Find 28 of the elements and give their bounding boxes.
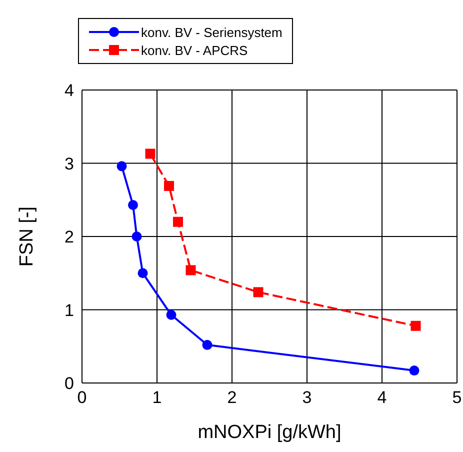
x-axis-title: mNOXPi [g/kWh] bbox=[198, 422, 342, 443]
point bbox=[166, 310, 176, 320]
y-axis-title: FSN [-] bbox=[16, 206, 38, 267]
point bbox=[253, 287, 264, 298]
legend-label: konv. BV - Seriensystem bbox=[141, 24, 282, 40]
point bbox=[186, 265, 196, 276]
point bbox=[173, 216, 183, 227]
y-tick-label: 2 bbox=[64, 228, 74, 247]
point bbox=[202, 340, 212, 350]
x-tick-label: 4 bbox=[377, 388, 387, 408]
x-tick-label: 2 bbox=[227, 388, 237, 408]
x-tick-label: 1 bbox=[152, 388, 162, 408]
point bbox=[116, 161, 127, 172]
x-tick-label: 3 bbox=[302, 388, 312, 408]
x-tick-label: 5 bbox=[452, 388, 462, 408]
point bbox=[164, 180, 174, 191]
point bbox=[132, 232, 142, 242]
legend-label: konv. BV - APCRS bbox=[141, 42, 248, 58]
y-tick-label: 0 bbox=[64, 374, 74, 394]
y-tick-label: 1 bbox=[64, 300, 74, 320]
point bbox=[409, 366, 420, 376]
point bbox=[128, 200, 138, 210]
y-tick-label: 4 bbox=[64, 81, 74, 100]
x-tick-label: 0 bbox=[77, 388, 87, 408]
point bbox=[138, 268, 148, 278]
point bbox=[145, 148, 156, 159]
y-tick-label: 3 bbox=[64, 154, 74, 174]
point bbox=[410, 320, 421, 331]
